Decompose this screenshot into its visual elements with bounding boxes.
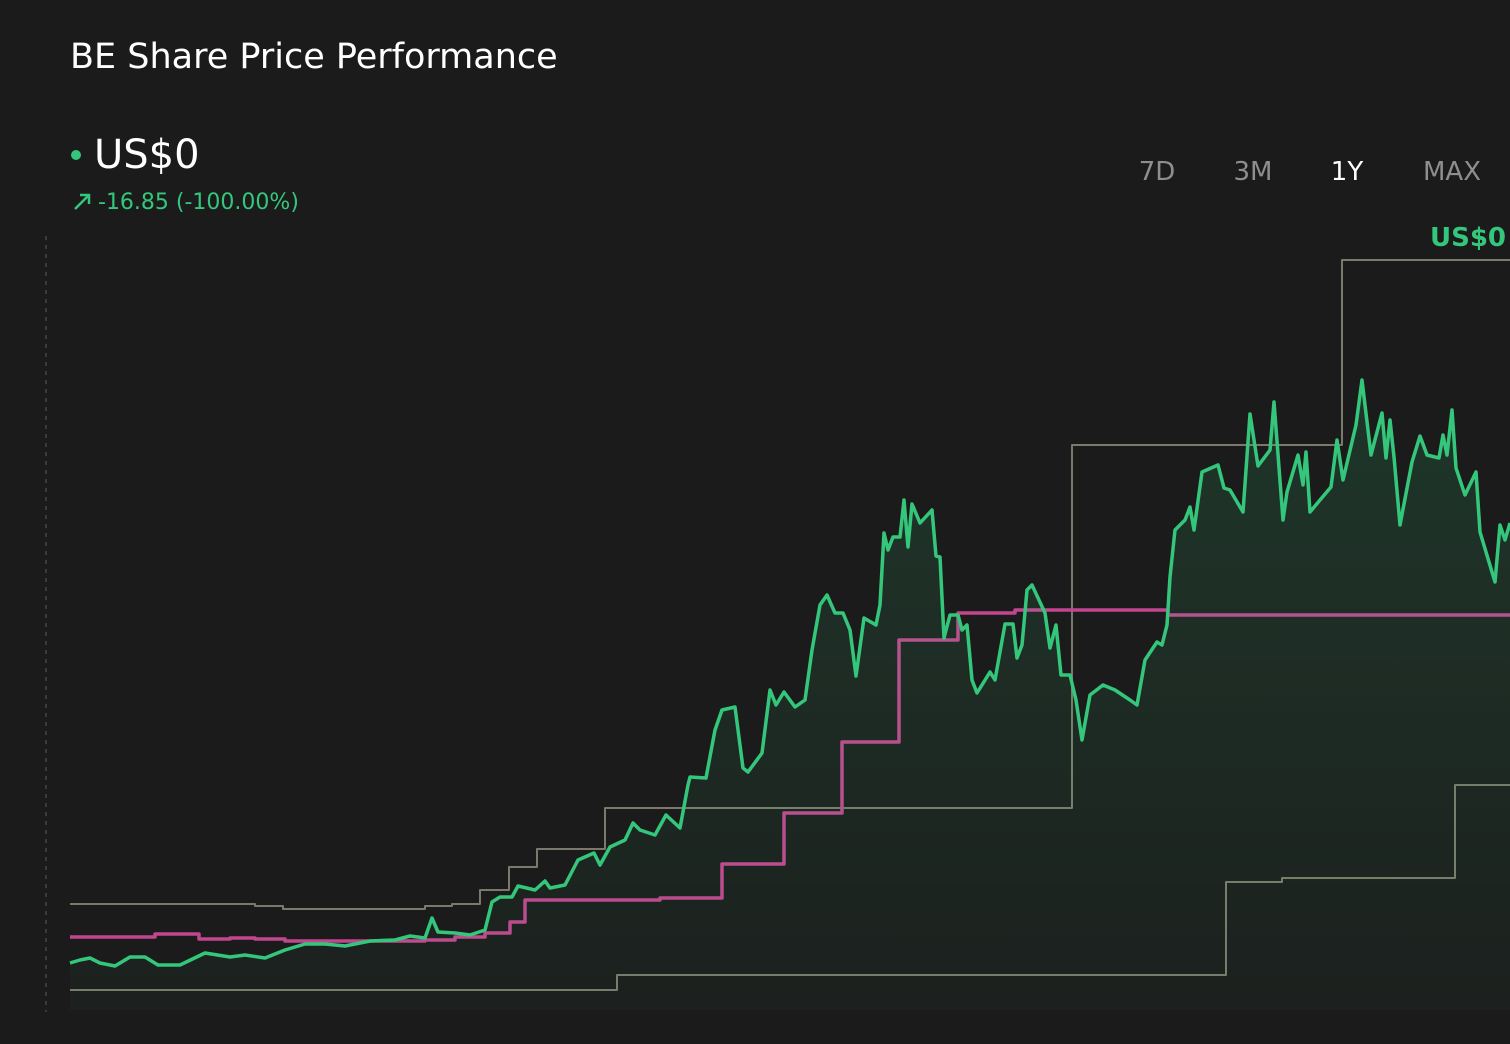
chart-title: BE Share Price Performance: [70, 37, 558, 77]
price: US$0: [94, 132, 200, 178]
range-button[interactable]: 3M: [1234, 157, 1273, 187]
area: [70, 380, 1510, 1010]
plot-area: US$0: [69, 223, 1510, 1010]
price-line: [69, 378, 1510, 968]
price-change: -16.85 (-100.00%): [98, 190, 299, 215]
price-annotation: US$0: [1430, 223, 1506, 253]
range-buttons: 7D 3M 1Y MAX: [1139, 157, 1481, 187]
step-line: [70, 259, 1510, 910]
change-arrow: [74, 193, 91, 210]
status-dot: [71, 150, 81, 160]
range-button[interactable]: 7D: [1139, 157, 1176, 187]
range-button[interactable]: MAX: [1423, 157, 1481, 187]
range-button[interactable]: 1Y: [1331, 157, 1364, 187]
